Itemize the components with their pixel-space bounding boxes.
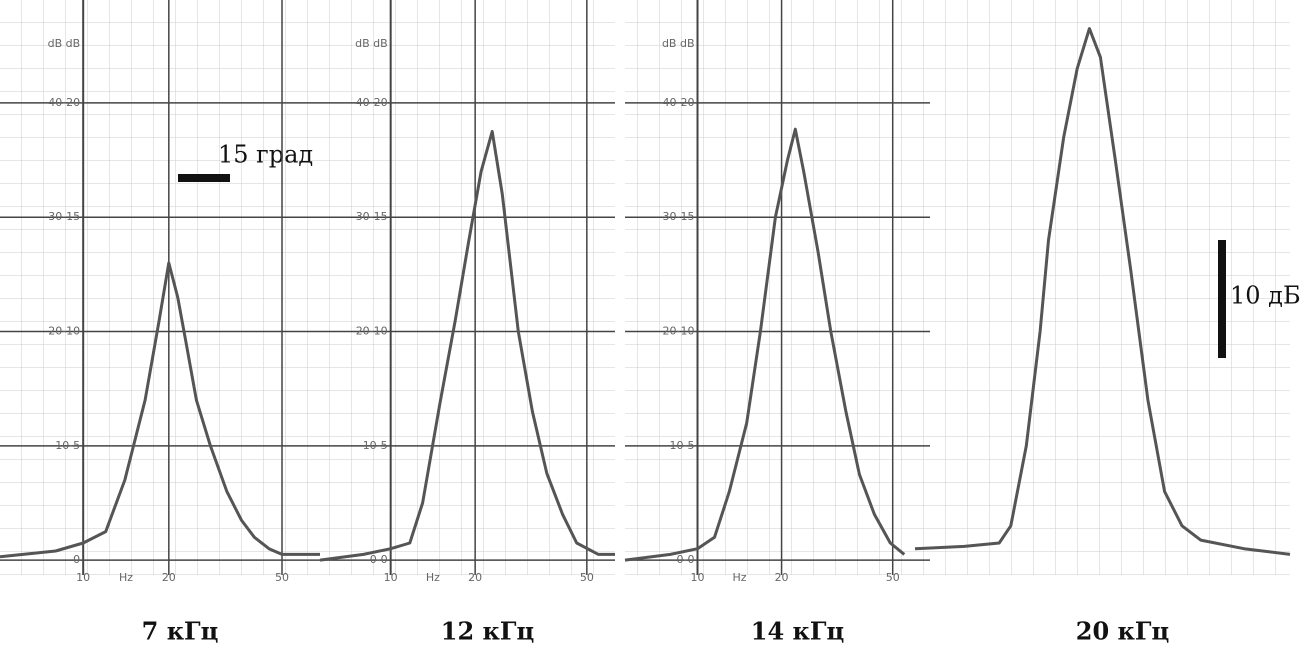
trace (914, 27, 1291, 556)
caption: 7 кГц (142, 617, 219, 646)
x-tick-label: 50 (886, 571, 900, 584)
trace (624, 127, 906, 562)
panel-grid (0, 0, 320, 575)
y-tick-label: 30-15 (663, 210, 695, 223)
scale-bar (1218, 240, 1226, 358)
x-tick-label: 10 (384, 571, 398, 584)
y-tick-label: 20-10 (663, 325, 695, 338)
y-tick-label: 10-5 (55, 439, 80, 452)
y-tick-label: 0-0 (677, 553, 695, 566)
y-tick-label: 10-5 (363, 439, 388, 452)
x-axis-label: Hz (119, 571, 133, 584)
y-axis-label: dB dB (662, 37, 695, 50)
y-tick-label: 30-15 (356, 210, 388, 223)
x-tick-label: 10 (691, 571, 705, 584)
y-axis-label: dB dB (355, 37, 388, 50)
annotation: 15 град (218, 141, 313, 169)
panel-grid (625, 0, 930, 575)
x-tick-label: 50 (275, 571, 289, 584)
panel-grid (320, 0, 615, 575)
x-axis-label: Hz (733, 571, 747, 584)
trace (0, 261, 320, 559)
y-tick-label: 0 (73, 553, 80, 566)
x-axis-label: Hz (426, 571, 440, 584)
y-tick-label: 40-20 (356, 96, 388, 109)
x-tick-label: 10 (76, 571, 90, 584)
y-tick-label: 0-0 (370, 553, 388, 566)
x-tick-label: 20 (162, 571, 176, 584)
caption: 12 кГц (441, 617, 534, 646)
y-tick-label: 30-15 (48, 210, 80, 223)
caption: 14 кГц (751, 617, 844, 646)
caption: 20 кГц (1076, 617, 1169, 646)
panel-grid (915, 0, 1290, 575)
x-tick-label: 20 (775, 571, 789, 584)
y-axis-label: dB dB (48, 37, 81, 50)
y-tick-label: 40-20 (663, 96, 695, 109)
trace (319, 130, 615, 562)
scale-bar (178, 174, 230, 182)
y-tick-label: 40-20 (48, 96, 80, 109)
annotation: 10 дБ (1230, 282, 1301, 310)
y-tick-label: 10-5 (670, 439, 695, 452)
y-tick-label: 20-10 (356, 325, 388, 338)
x-tick-label: 20 (468, 571, 482, 584)
y-tick-label: 20-10 (48, 325, 80, 338)
x-tick-label: 50 (580, 571, 594, 584)
